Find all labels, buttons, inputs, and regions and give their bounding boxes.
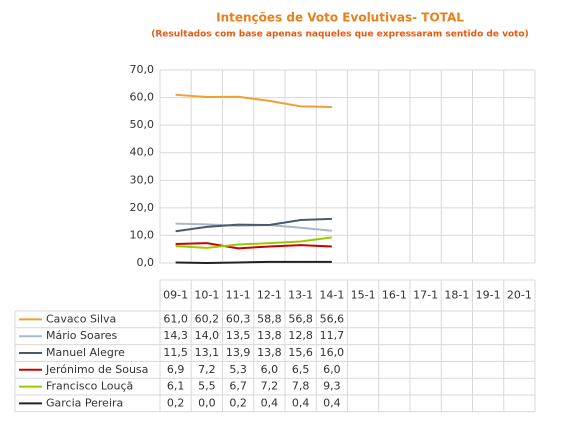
x-tick-label: 15-1 [351, 289, 376, 302]
y-tick-label: 0,0 [137, 256, 155, 269]
y-tick-label: 60,0 [130, 91, 155, 104]
table-cell: 60,2 [195, 312, 220, 325]
table-cell: 61,0 [163, 312, 188, 325]
x-tick-label: 13-1 [288, 289, 313, 302]
table-cell: 7,8 [292, 380, 310, 393]
table-cell: 9,3 [323, 380, 341, 393]
table-cell: 0,4 [323, 396, 341, 409]
table-cell: 14,3 [163, 329, 188, 342]
table-cell: 13,5 [226, 329, 251, 342]
table-cell: 6,7 [229, 380, 247, 393]
table-cell: 13,1 [195, 346, 220, 359]
y-tick-label: 10,0 [130, 228, 155, 241]
table-cell: 0,4 [292, 396, 310, 409]
x-tick-label: 14-1 [319, 289, 344, 302]
table-cell: 11,5 [163, 346, 188, 359]
series-line [175, 242, 332, 250]
legend-label: Francisco Louçã [46, 380, 133, 393]
series-line [175, 93, 332, 108]
table-cell: 6,0 [323, 363, 341, 376]
series-line [175, 260, 332, 265]
table-cell: 15,6 [288, 346, 313, 359]
table-cell: 14,0 [195, 329, 220, 342]
y-tick-label: 20,0 [130, 201, 155, 214]
table-cell: 5,3 [229, 363, 247, 376]
x-tick-label: 19-1 [476, 289, 501, 302]
table-cell: 13,8 [257, 346, 282, 359]
table-cell: 6,9 [167, 363, 185, 376]
legend-label: Cavaco Silva [46, 312, 116, 325]
table-cell: 0,0 [198, 396, 216, 409]
legend-label: Manuel Alegre [46, 346, 125, 359]
table-cell: 56,8 [288, 312, 313, 325]
legend-label: Mário Soares [46, 329, 118, 342]
table-cell: 60,3 [226, 312, 251, 325]
y-tick-label: 70,0 [130, 63, 155, 76]
table-cell: 11,7 [320, 329, 345, 342]
table-cell: 58,8 [257, 312, 282, 325]
table-cell: 6,1 [167, 380, 185, 393]
table-cell: 0,2 [167, 396, 185, 409]
table-cell: 7,2 [198, 363, 216, 376]
x-tick-label: 12-1 [257, 289, 282, 302]
x-tick-label: 20-1 [507, 289, 532, 302]
x-tick-label: 16-1 [382, 289, 407, 302]
series-line [175, 217, 332, 233]
chart-title: Intenções de Voto Evolutivas- TOTAL [216, 11, 464, 25]
chart-subtitle: (Resultados com base apenas naqueles que… [151, 30, 528, 40]
x-tick-label: 17-1 [413, 289, 438, 302]
table-cell: 0,2 [229, 396, 247, 409]
table-cell: 13,9 [226, 346, 251, 359]
table-cell: 16,0 [320, 346, 345, 359]
table-cell: 56,6 [320, 312, 345, 325]
table-cell: 6,5 [292, 363, 310, 376]
table-cell: 12,8 [288, 329, 313, 342]
table-cell: 6,0 [261, 363, 279, 376]
table-cell: 5,5 [198, 380, 216, 393]
x-tick-label: 10-1 [194, 289, 219, 302]
y-tick-label: 30,0 [130, 173, 155, 186]
legend-label: Garcia Pereira [46, 396, 123, 409]
table-cell: 0,4 [261, 396, 279, 409]
legend-label: Jerónimo de Sousa [45, 363, 148, 376]
series-line [175, 236, 333, 249]
x-tick-label: 18-1 [444, 289, 469, 302]
y-tick-label: 40,0 [130, 146, 155, 159]
y-tick-label: 50,0 [130, 118, 155, 131]
x-tick-label: 11-1 [226, 289, 251, 302]
table-cell: 13,8 [257, 329, 282, 342]
table-cell: 7,2 [261, 380, 279, 393]
x-tick-label: 09-1 [163, 289, 188, 302]
